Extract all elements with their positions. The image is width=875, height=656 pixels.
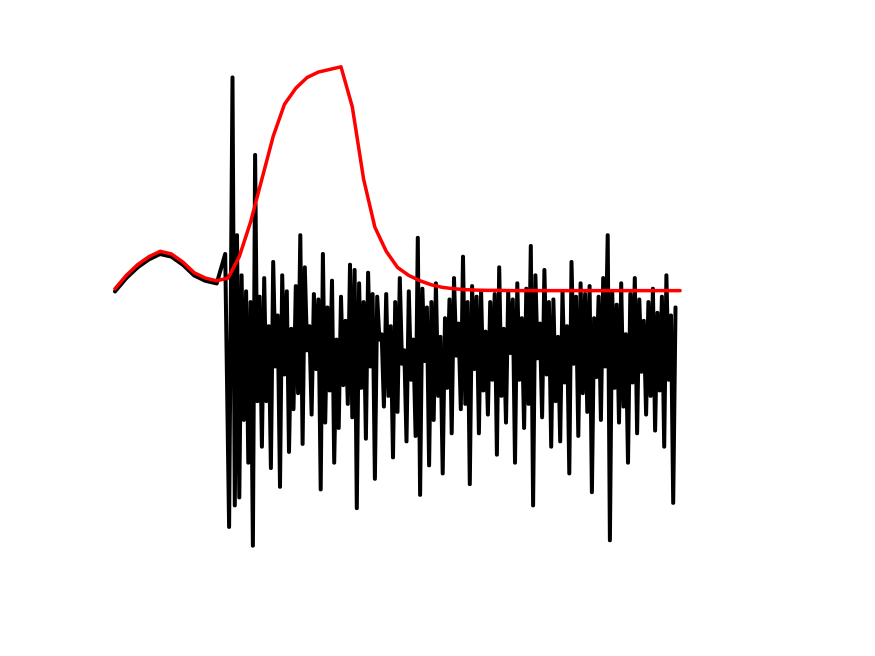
plot-area — [113, 65, 682, 548]
series-line-black — [113, 75, 678, 548]
series-line-red — [113, 65, 682, 293]
